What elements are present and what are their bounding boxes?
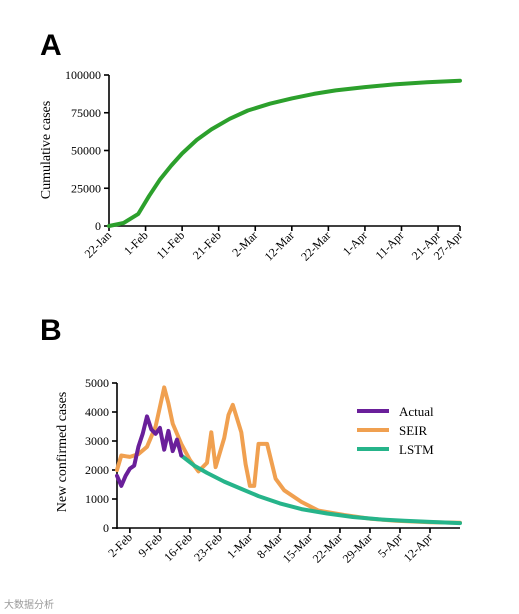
legend-label-seir: SEIR (399, 423, 428, 438)
panel-a-xtick-label: 1-Feb (121, 228, 151, 258)
panel-b-ytick-label: 0 (103, 521, 109, 535)
panel-a-series-line (107, 78, 462, 228)
panel-a-ytick-label: 75000 (71, 106, 101, 120)
panel-b-ytick-label: 1000 (85, 492, 109, 506)
panel-a-xtick-label: 11-Apr (373, 228, 407, 262)
panel-b-xtick-label: 23-Feb (191, 530, 225, 564)
panel-b-xtick-label: 2-Feb (105, 530, 135, 560)
panel-b-series-line (179, 453, 462, 526)
panel-a-xtick-label: 22-Jan (82, 228, 115, 261)
panel-a-ytick-label: 100000 (65, 68, 101, 82)
legend-label-actual: Actual (399, 404, 434, 419)
panel-b-ytick-label: 4000 (85, 405, 109, 419)
panel-b-series-line (115, 414, 184, 488)
panel-b-xtick-label: 16-Feb (161, 530, 195, 564)
panel-b-xtick-label: 1-Mar (224, 530, 255, 561)
panel-b-label: B (40, 314, 62, 347)
panel-b-xtick-label: 12-Apr (401, 530, 435, 564)
panel-b-xtick-label: 22-Mar (310, 530, 345, 565)
panel-a-xtick-label: 21-Feb (190, 228, 224, 262)
panel-a-xtick-label: 11-Feb (154, 228, 188, 262)
panel-a-xtick-label: 2-Mar (229, 228, 260, 259)
panel-b-series-line (115, 385, 462, 525)
panel-a-ylabel: Cumulative cases (39, 101, 54, 199)
panel-b-xtick-label: 29-Mar (340, 530, 375, 565)
panel-a-xtick-label: 12-Mar (262, 228, 297, 263)
panel-a-label: A (40, 29, 62, 62)
panel-a-ytick-label: 25000 (71, 181, 101, 195)
legend-label-lstm: LSTM (399, 442, 434, 457)
panel-b-ytick-label: 3000 (85, 434, 109, 448)
panel-a-xtick-label: 1-Apr (340, 228, 370, 258)
watermark: 大数据分析 (4, 600, 54, 611)
panel-b-ytick-label: 5000 (85, 376, 109, 390)
panel-a-ytick-label: 50000 (71, 144, 101, 158)
panel-a-xtick-label: 22-Mar (298, 228, 333, 263)
panel-b-legend: Actual SEIR LSTM (357, 404, 434, 457)
panel-b-xtick-label: 9-Feb (135, 530, 165, 560)
panel-b-ytick-label: 2000 (85, 463, 109, 477)
panel-b-xtick-label: 15-Mar (280, 530, 315, 565)
panel-b-ylabel: New confirmed cases (55, 392, 70, 513)
panel-a-ytick-label: 0 (95, 219, 101, 233)
